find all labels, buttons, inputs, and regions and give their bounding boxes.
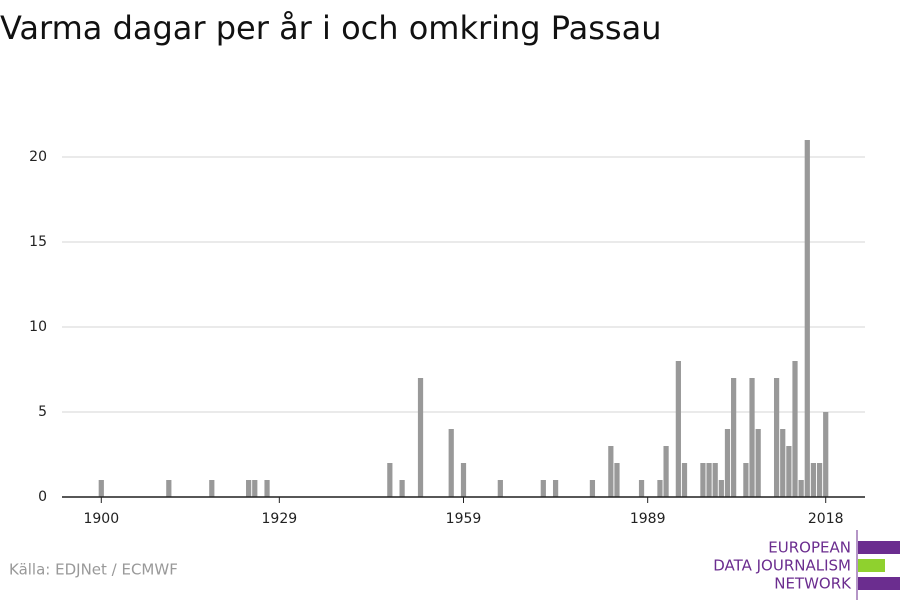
bar (810, 463, 817, 497)
bar (657, 480, 663, 497)
bar (497, 480, 503, 497)
bar (448, 429, 454, 497)
bar (816, 463, 823, 497)
bar (460, 463, 467, 497)
bar (798, 480, 804, 497)
logo-bar (858, 559, 885, 572)
bar (700, 463, 706, 497)
x-tick-label: 2018 (808, 511, 844, 527)
x-tick-label: 1929 (262, 511, 298, 527)
bar (712, 463, 718, 497)
y-tick-label: 0 (38, 489, 47, 505)
source: Källa: EDJNet / ECMWF (9, 561, 178, 579)
bar (804, 140, 810, 497)
bar (792, 361, 798, 497)
logo-bar (858, 541, 900, 554)
bar (718, 480, 724, 497)
bar (246, 480, 252, 497)
bar (589, 480, 596, 497)
bar (209, 480, 215, 497)
bar (638, 480, 645, 497)
bar (264, 480, 270, 497)
bar (98, 480, 104, 497)
bar (663, 446, 669, 497)
y-tick-label: 15 (29, 234, 47, 250)
bar (724, 429, 731, 497)
x-tick-label: 1959 (446, 511, 482, 527)
bar (786, 446, 792, 497)
bar (540, 480, 546, 497)
bar (252, 480, 258, 497)
logo-bar (858, 577, 900, 590)
bar (773, 378, 780, 497)
x-tick-label: 1900 (83, 511, 119, 527)
bar (755, 429, 761, 497)
bar (681, 463, 688, 497)
bar (552, 480, 559, 497)
logo-text: DATA JOURNALISM (713, 557, 851, 575)
bar (706, 463, 712, 497)
bar (743, 463, 749, 497)
bar (614, 463, 620, 497)
bar (608, 446, 614, 497)
bar (417, 378, 424, 497)
x-tick-label: 1989 (630, 511, 666, 527)
chart-title: Varma dagar per år i och omkring Passau (0, 9, 661, 47)
bar (749, 378, 755, 497)
bar (780, 429, 786, 497)
bar (166, 480, 172, 497)
y-tick-label: 5 (38, 404, 47, 420)
bar (823, 412, 829, 497)
logo-text: NETWORK (774, 575, 852, 593)
y-tick-label: 10 (29, 319, 47, 335)
bar (675, 361, 681, 497)
bar (399, 480, 405, 497)
bar (387, 463, 393, 497)
y-tick-label: 20 (29, 149, 47, 165)
logo-text: EUROPEAN (768, 539, 851, 557)
bar (731, 378, 737, 497)
